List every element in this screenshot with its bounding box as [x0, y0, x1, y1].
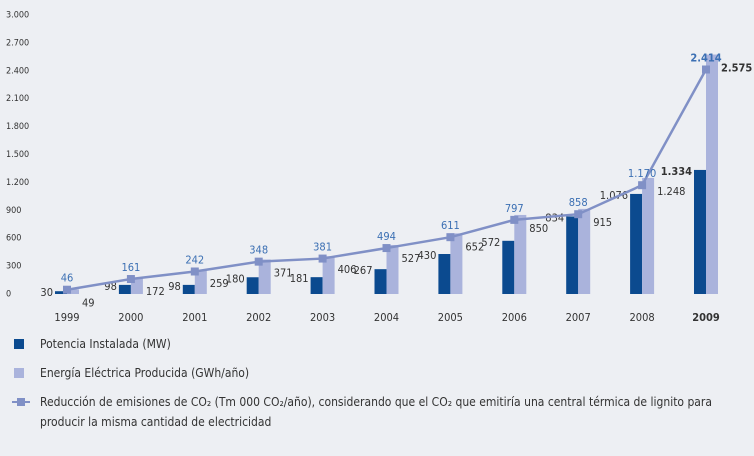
y-tick-label: 1.800	[6, 122, 29, 132]
x-tick-label: 1999	[54, 311, 79, 324]
bar	[630, 193, 643, 294]
value-label: 2.414	[690, 51, 721, 64]
value-label: 1.334	[661, 165, 692, 178]
value-label: 850	[529, 222, 548, 235]
bar	[450, 233, 463, 294]
bar	[694, 169, 706, 294]
legend-swatch	[14, 368, 24, 378]
bar	[67, 289, 79, 294]
line-marker	[190, 267, 199, 276]
bar	[642, 177, 655, 294]
x-tick-label: 2004	[374, 311, 399, 324]
value-label: 652	[465, 240, 484, 253]
x-tick-label: 2008	[630, 311, 655, 324]
bar	[118, 284, 131, 294]
x-tick-label: 2007	[566, 311, 591, 324]
bar	[194, 269, 207, 294]
value-label: 1.170	[628, 167, 656, 180]
bar	[374, 269, 387, 294]
line-marker	[254, 257, 263, 266]
line-marker	[126, 275, 135, 284]
value-label: 172	[146, 285, 165, 298]
y-tick-label: 900	[6, 206, 21, 216]
legend-swatch	[14, 339, 24, 349]
y-tick-label: 300	[6, 262, 21, 272]
value-label: 98	[168, 280, 181, 293]
value-label: 858	[569, 196, 588, 209]
legend-swatch	[12, 398, 30, 406]
y-tick-label: 2.700	[6, 38, 29, 48]
value-label: 242	[185, 253, 204, 266]
legend-label: Potencia Instalada (MW)	[40, 337, 171, 351]
y-tick-label: 600	[6, 234, 21, 244]
y-tick-label: 1.500	[6, 150, 29, 160]
value-label: 1.248	[657, 185, 685, 198]
x-tick-label: 2009	[692, 311, 720, 324]
bar	[322, 256, 335, 294]
value-label: 572	[481, 236, 500, 249]
x-tick-label: 2002	[246, 311, 271, 324]
bar	[182, 284, 195, 294]
chart: 0 300 600 900 1.200 1.500 1.800 2.100 2.400 2.700…	[6, 11, 752, 325]
value-label: 161	[121, 261, 140, 274]
value-label: 267	[354, 264, 373, 277]
legend-label: Energía Eléctrica Producida (GWh/año)	[40, 366, 250, 380]
line-marker	[446, 233, 455, 242]
value-label: 180	[226, 272, 245, 285]
value-label: 2.575	[721, 62, 752, 75]
value-label: 430	[418, 249, 437, 262]
bar	[706, 54, 718, 295]
bar	[514, 214, 527, 294]
value-label: 348	[249, 244, 268, 257]
value-label: 611	[441, 219, 460, 232]
bar	[55, 291, 67, 294]
y-tick-label: 3.000	[6, 11, 29, 21]
bar	[246, 277, 259, 294]
bar	[310, 277, 323, 294]
x-tick-label: 2006	[502, 311, 527, 324]
value-label: 381	[313, 241, 332, 254]
legend-label: Reducción de emisiones de CO₂ (Tm 000 CO…	[40, 395, 712, 429]
bar	[578, 208, 591, 294]
line-marker	[510, 215, 519, 224]
bar	[566, 216, 579, 294]
value-label: 46	[61, 272, 74, 285]
x-tick-label: 2000	[118, 311, 143, 324]
value-label: 371	[274, 266, 293, 279]
x-tick-label: 2005	[438, 311, 463, 324]
y-tick-label: 2.100	[6, 94, 29, 104]
line-marker	[702, 65, 710, 74]
value-label: 259	[210, 277, 229, 290]
bar	[438, 254, 451, 294]
legend-item: Energía Eléctrica Producida (GWh/año)	[12, 363, 732, 383]
value-label: 494	[377, 230, 396, 243]
value-label: 527	[402, 252, 421, 265]
line-marker	[638, 181, 647, 190]
bar	[502, 240, 515, 294]
y-tick-label: 0	[6, 290, 11, 300]
value-label: 915	[593, 216, 612, 229]
bar	[258, 259, 271, 294]
legend: Potencia Instalada (MW) Energía Eléctrica…	[12, 334, 732, 441]
bar	[386, 244, 399, 294]
legend-item: Potencia Instalada (MW)	[12, 334, 732, 354]
x-tick-label: 2001	[182, 311, 207, 324]
value-label: 30	[40, 286, 53, 299]
value-label: 181	[290, 272, 309, 285]
line-marker	[574, 210, 583, 219]
value-label: 49	[82, 296, 95, 309]
y-tick-label: 2.400	[6, 66, 29, 76]
line-marker	[63, 285, 71, 294]
value-label: 406	[338, 263, 357, 276]
value-label: 1.076	[600, 189, 628, 202]
legend-item: Reducción de emisiones de CO₂ (Tm 000 CO…	[12, 392, 732, 432]
y-tick-label: 1.200	[6, 178, 29, 188]
line-marker	[382, 244, 391, 253]
x-tick-label: 2003	[310, 311, 335, 324]
line-marker	[318, 254, 327, 263]
value-label: 797	[505, 202, 524, 215]
